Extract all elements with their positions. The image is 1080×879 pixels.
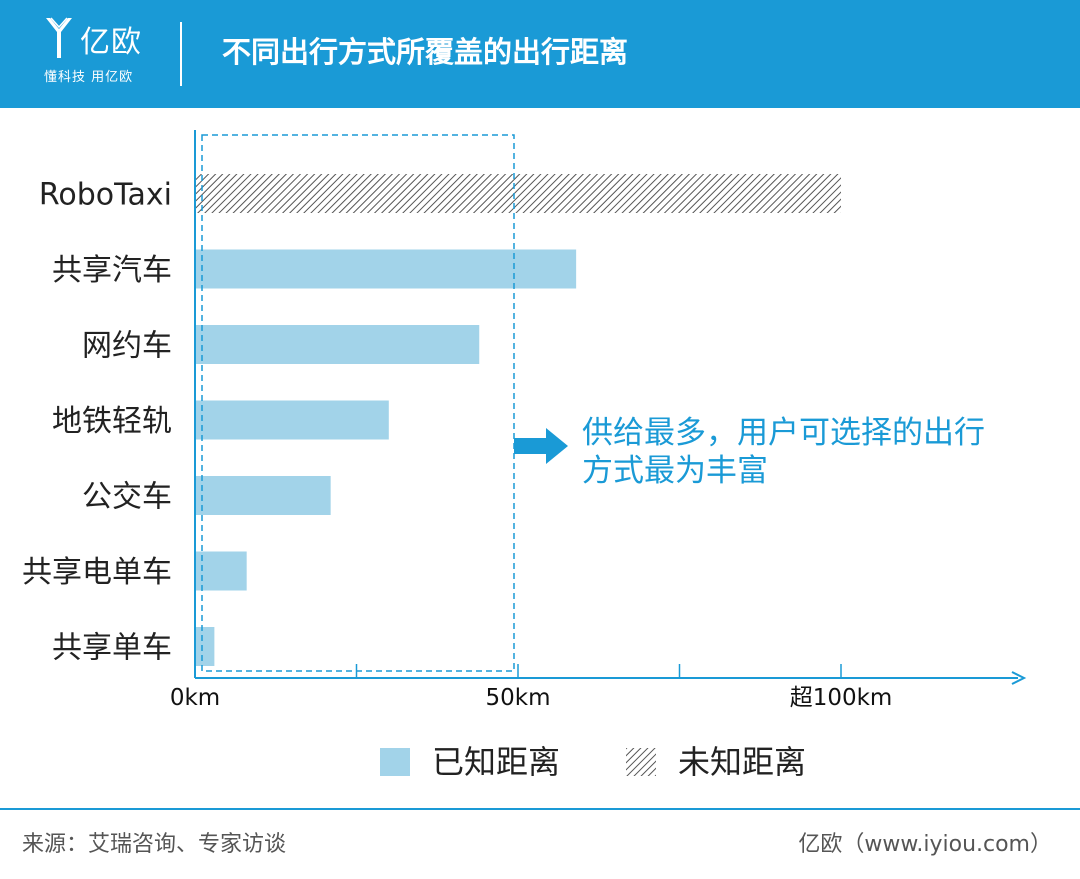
bar-known-4: [195, 476, 331, 515]
header-banner: 亿欧 懂科技 用亿欧 不同出行方式所覆盖的出行距离: [0, 0, 1080, 108]
bar-known-1: [195, 249, 577, 289]
page-title: 不同出行方式所覆盖的出行距离: [222, 35, 629, 69]
category-label-3: 地铁轻轨: [52, 404, 172, 439]
annotation-arrow-icon: [514, 428, 568, 464]
category-label-2: 网约车: [82, 329, 172, 364]
x-axis-arrow-icon: [1011, 671, 1027, 685]
yiou-logo-icon: [46, 17, 72, 58]
legend-item-unknown: 未知距离: [626, 742, 806, 782]
footer-divider: [0, 808, 1080, 810]
bar-unknown-0: [195, 174, 841, 213]
x-tick-label-2: 超100km: [790, 685, 893, 711]
header-divider: [180, 22, 182, 86]
category-label-6: 共享单车: [52, 631, 172, 666]
bar-known-2: [195, 325, 480, 364]
annotation-line-2: 方式最为丰富: [582, 453, 768, 489]
category-label-4: 公交车: [82, 480, 172, 515]
legend-item-known: 已知距离: [380, 742, 560, 782]
category-label-5: 共享电单车: [22, 555, 172, 590]
highlight-range-box: [201, 134, 515, 672]
category-label-0: RoboTaxi: [39, 178, 172, 213]
legend-label-unknown: 未知距离: [678, 743, 807, 781]
credit-note: 亿欧（www.iyiou.com）: [798, 832, 1052, 857]
logo-text: 亿欧: [80, 25, 142, 60]
bar-known-3: [195, 400, 389, 440]
x-tick-label-1: 50km: [486, 685, 551, 711]
bar-known-6: [195, 627, 215, 666]
logo-slogan: 懂科技 用亿欧: [44, 70, 134, 85]
category-label-1: 共享汽车: [52, 253, 172, 288]
bar-known-5: [195, 551, 247, 591]
chart-annotation: 供给最多，用户可选择的出行 方式最为丰富: [582, 414, 1032, 490]
annotation-line-1: 供给最多，用户可选择的出行: [582, 415, 985, 451]
legend-swatch-known: [380, 748, 410, 776]
source-note: 来源：艾瑞咨询、专家访谈: [22, 832, 287, 857]
legend-label-known: 已知距离: [432, 743, 561, 781]
x-tick-label-0: 0km: [170, 685, 220, 711]
legend-swatch-unknown: [626, 748, 656, 776]
